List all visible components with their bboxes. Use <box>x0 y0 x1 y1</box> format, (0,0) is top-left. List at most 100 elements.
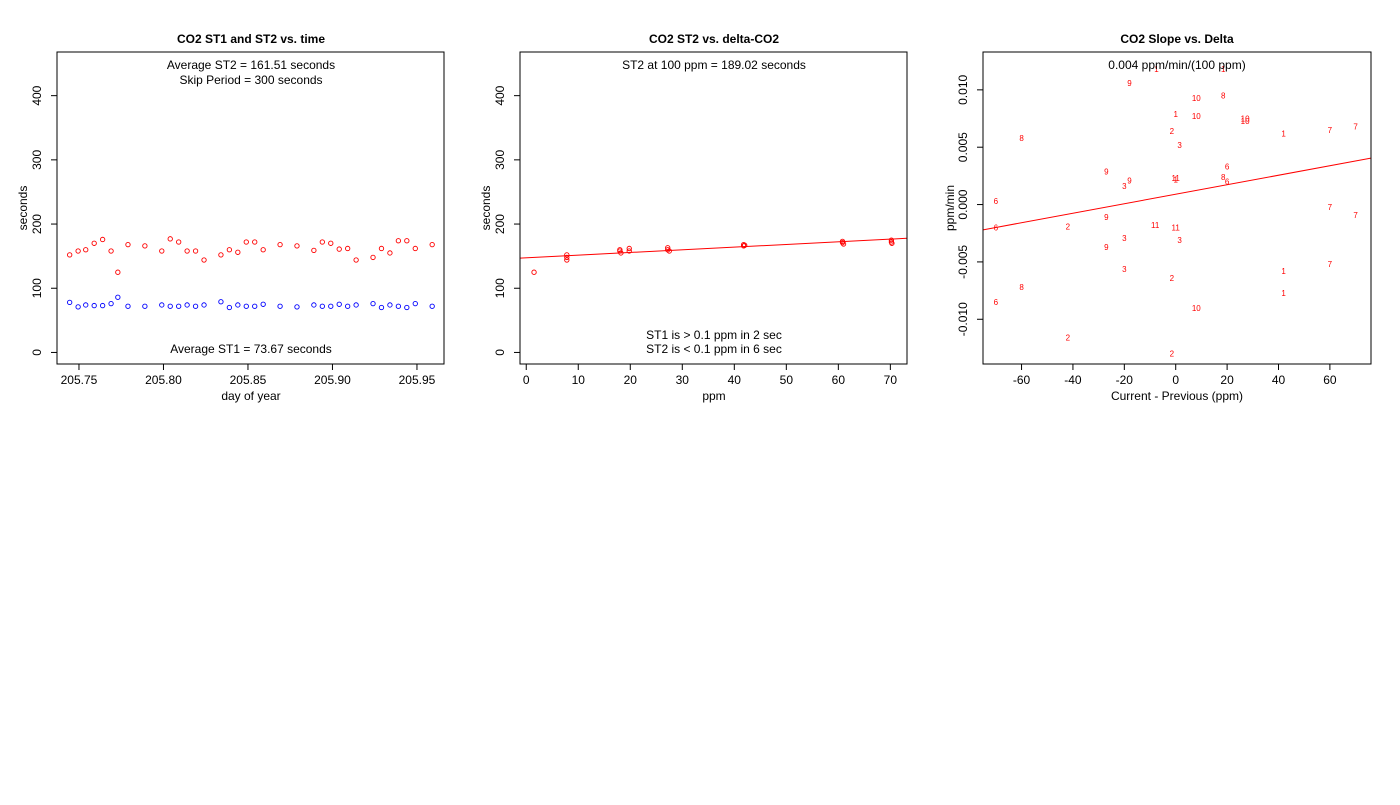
x-tick-label: 0 <box>523 373 530 387</box>
x-tick-label: 20 <box>624 373 638 387</box>
point-label: 8 <box>1019 134 1024 143</box>
y-tick-label: 0.000 <box>956 189 970 219</box>
point-st1 <box>218 299 224 305</box>
point-st2 <box>142 243 148 249</box>
point-st1 <box>252 303 258 309</box>
point-label: 6 <box>1225 163 1230 172</box>
x-tick-label: 40 <box>728 373 742 387</box>
chart-st1-st2-vs-time: CO2 ST1 and ST2 vs. time Average ST2 = 1… <box>16 32 445 403</box>
point-label: 7 <box>1328 203 1333 212</box>
y-tick-label: 100 <box>30 278 44 298</box>
y-tick-label: -0.005 <box>956 245 970 279</box>
chart-title: CO2 ST1 and ST2 vs. time <box>177 32 325 46</box>
point-label: 7 <box>1353 211 1358 220</box>
y-tick-label: 400 <box>493 85 507 105</box>
point-st2 <box>260 247 266 253</box>
point-st2 <box>235 249 241 255</box>
point-st2 <box>370 254 376 261</box>
point-st1 <box>83 302 89 308</box>
x-tick-label: 50 <box>780 373 794 387</box>
point-st1 <box>67 299 73 306</box>
point-st2 <box>665 247 671 253</box>
point-label: 3 <box>1122 265 1127 274</box>
point-label: 11 <box>1151 221 1160 230</box>
point-st2 <box>742 242 748 248</box>
point-st2 <box>176 239 182 245</box>
point-st1 <box>75 304 81 310</box>
point-st2 <box>328 240 334 246</box>
point-st2 <box>378 245 385 252</box>
point-st2 <box>75 248 81 254</box>
point-label: 9 <box>1104 213 1109 222</box>
point-st2 <box>319 239 325 245</box>
point-st1 <box>294 304 300 310</box>
point-st2 <box>192 248 199 254</box>
point-st1 <box>395 303 402 309</box>
point-label: 7 <box>1328 126 1333 135</box>
point-st2 <box>201 257 207 263</box>
plot-area <box>67 236 435 311</box>
x-axis-label: ppm <box>702 389 725 403</box>
point-st1 <box>159 302 165 308</box>
point-st1 <box>125 303 131 309</box>
point-label: 8 <box>1019 283 1024 292</box>
point-label: 3 <box>1122 234 1127 243</box>
y-tick-label: 300 <box>30 150 44 170</box>
x-tick-label: 205.75 <box>61 373 98 387</box>
point-st1 <box>235 302 241 308</box>
y-tick-label: 300 <box>493 150 507 170</box>
point-st1 <box>353 302 359 308</box>
point-st1 <box>378 304 385 311</box>
point-label: 6 <box>1225 178 1230 187</box>
point-label: 9 <box>1104 243 1109 252</box>
point-st2 <box>429 241 435 248</box>
point-label: 1 <box>1154 65 1159 74</box>
point-st1 <box>412 301 418 307</box>
y-tick-label: 0 <box>493 349 507 356</box>
x-tick-label: 60 <box>832 373 846 387</box>
x-axis: -60 -40 -20 0 20 40 60 <box>1013 363 1337 387</box>
point-label: 3 <box>1177 141 1182 150</box>
x-axis-label: Current - Previous (ppm) <box>1111 389 1243 403</box>
point-st1 <box>404 304 410 311</box>
y-tick-label: 0.010 <box>956 75 970 105</box>
point-label: 6 <box>994 224 999 233</box>
x-tick-label: -60 <box>1013 373 1031 387</box>
point-st2 <box>243 239 249 245</box>
point-st2 <box>531 269 537 275</box>
point-label: 1 <box>1173 175 1178 184</box>
annotation-average-st1: Average ST1 = 73.67 seconds <box>170 342 332 356</box>
point-st2 <box>91 240 97 246</box>
x-tick-label: 40 <box>1272 373 1286 387</box>
plot-area <box>520 237 907 275</box>
point-label: 3 <box>1122 182 1127 191</box>
point-st2 <box>67 252 73 258</box>
point-st2 <box>226 247 233 253</box>
point-st1 <box>345 303 351 309</box>
annotation-st1-threshold: ST1 is > 0.1 ppm in 2 sec <box>646 328 782 342</box>
y-axis-label: seconds <box>16 186 30 231</box>
point-st2 <box>345 245 351 252</box>
point-label: 2 <box>1066 334 1071 343</box>
point-st2 <box>167 236 173 242</box>
point-st2 <box>404 238 410 244</box>
point-st2 <box>626 248 632 254</box>
point-st1 <box>108 301 114 307</box>
x-tick-label: 20 <box>1220 373 1234 387</box>
point-st2 <box>564 252 570 258</box>
point-st2 <box>159 248 165 254</box>
x-tick-label: -40 <box>1064 373 1082 387</box>
annotation-st2-at-100ppm: ST2 at 100 ppm = 189.02 seconds <box>622 58 806 72</box>
point-label: 10 <box>1241 117 1250 126</box>
point-label: 10 <box>1192 112 1201 121</box>
point-label: 7 <box>1328 260 1333 269</box>
point-label: 2 <box>1066 222 1071 231</box>
point-st1 <box>184 302 190 308</box>
x-tick-label: 60 <box>1323 373 1337 387</box>
point-st2 <box>277 241 283 248</box>
point-st2 <box>336 246 342 252</box>
point-label: 9 <box>1127 79 1132 88</box>
y-tick-label: 400 <box>30 85 44 105</box>
point-label: 7 <box>1353 123 1358 132</box>
